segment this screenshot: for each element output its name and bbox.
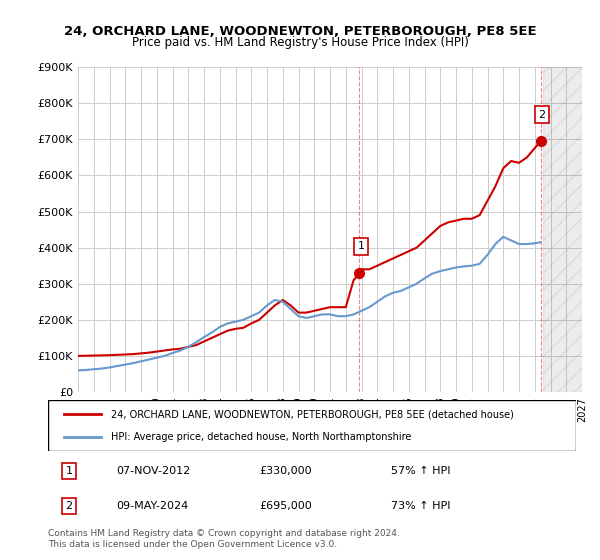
Text: 2: 2 [539,110,546,119]
24, ORCHARD LANE, WOODNEWTON, PETERBOROUGH, PE8 5EE (detached house) [224,327,231,334]
FancyBboxPatch shape [48,400,576,451]
HPI: Average price, detached house, North Northamptonshire: (2e+03, 1.65e+05): Average price, detached house, North Nor… [208,329,215,336]
Bar [542,67,582,392]
24, ORCHARD LANE, WOODNEWTON, PETERBOROUGH, PE8 5EE (detached house) [74,353,82,360]
Text: 24, ORCHARD LANE, WOODNEWTON, PETERBOROUGH, PE8 5EE (detached house): 24, ORCHARD LANE, WOODNEWTON, PETERBOROU… [112,409,514,419]
Text: Contains HM Land Registry data © Crown copyright and database right 2024.
This d: Contains HM Land Registry data © Crown c… [48,529,400,549]
Line: 24, ORCHARD LANE, WOODNEWTON, PETERBOROUGH, PE8 5EE (detached house): 24, ORCHARD LANE, WOODNEWTON, PETERBOROU… [78,141,541,356]
HPI: Average price, detached house, North Northamptonshire: (2e+03, 6e+04): Average price, detached house, North Nor… [74,367,82,374]
24, ORCHARD LANE, WOODNEWTON, PETERBOROUGH, PE8 5EE (detached house) [193,342,200,348]
HPI: Average price, detached house, North Northamptonshire: (2.01e+03, 2.35e+05): Average price, detached house, North Nor… [366,304,373,311]
Text: £330,000: £330,000 [259,466,312,476]
Text: 2: 2 [65,501,73,511]
HPI: Average price, detached house, North Northamptonshire: (2e+03, 1.95e+05): Average price, detached house, North Nor… [232,318,239,325]
Text: 1: 1 [65,466,73,476]
Text: 24, ORCHARD LANE, WOODNEWTON, PETERBOROUGH, PE8 5EE: 24, ORCHARD LANE, WOODNEWTON, PETERBOROU… [64,25,536,38]
Line: HPI: Average price, detached house, North Northamptonshire: HPI: Average price, detached house, Nort… [78,237,541,370]
Text: 73% ↑ HPI: 73% ↑ HPI [391,501,451,511]
24, ORCHARD LANE, WOODNEWTON, PETERBOROUGH, PE8 5EE (detached house) [153,348,160,355]
HPI: Average price, detached house, North Northamptonshire: (2.02e+03, 4.3e+05): Average price, detached house, North Nor… [500,234,507,240]
24, ORCHARD LANE, WOODNEWTON, PETERBOROUGH, PE8 5EE (detached house) [537,138,544,144]
24, ORCHARD LANE, WOODNEWTON, PETERBOROUGH, PE8 5EE (detached house) [232,325,239,332]
Text: 1: 1 [358,241,364,251]
Text: 57% ↑ HPI: 57% ↑ HPI [391,466,451,476]
HPI: Average price, detached house, North Northamptonshire: (2e+03, 1.9e+05): Average price, detached house, North Nor… [224,320,231,327]
HPI: Average price, detached house, North Northamptonshire: (2e+03, 1.38e+05): Average price, detached house, North Nor… [193,339,200,346]
24, ORCHARD LANE, WOODNEWTON, PETERBOROUGH, PE8 5EE (detached house) [358,266,365,273]
Text: HPI: Average price, detached house, North Northamptonshire: HPI: Average price, detached house, Nort… [112,432,412,442]
Text: 09-MAY-2024: 09-MAY-2024 [116,501,189,511]
Text: Price paid vs. HM Land Registry's House Price Index (HPI): Price paid vs. HM Land Registry's House … [131,36,469,49]
HPI: Average price, detached house, North Northamptonshire: (2e+03, 9.5e+04): Average price, detached house, North Nor… [153,354,160,361]
Text: 07-NOV-2012: 07-NOV-2012 [116,466,191,476]
Text: £695,000: £695,000 [259,501,312,511]
24, ORCHARD LANE, WOODNEWTON, PETERBOROUGH, PE8 5EE (detached house) [208,334,215,341]
HPI: Average price, detached house, North Northamptonshire: (2.02e+03, 4.15e+05): Average price, detached house, North Nor… [537,239,544,246]
